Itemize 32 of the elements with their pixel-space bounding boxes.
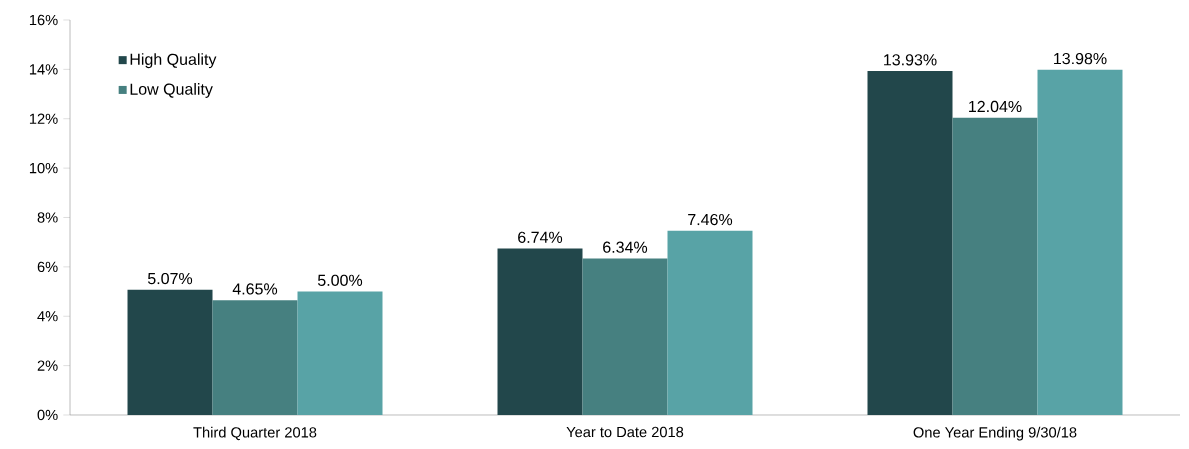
bar xyxy=(952,117,1038,415)
x-tick-label: Year to Date 2018 xyxy=(566,426,684,438)
data-label: 5.07% xyxy=(147,272,193,285)
data-label: 4.65% xyxy=(232,283,278,295)
bar xyxy=(212,300,298,415)
y-tick-label: 0% xyxy=(37,409,58,421)
y-tick-label: 14% xyxy=(29,64,58,75)
y-tick-label: 16% xyxy=(29,14,58,26)
y-tick-label: 6% xyxy=(37,261,58,273)
legend-label: Low Quality xyxy=(130,83,213,98)
data-label: 5.00% xyxy=(317,274,363,286)
bar xyxy=(667,230,753,415)
data-label: 12.04% xyxy=(969,100,1022,113)
y-tick-label: 8% xyxy=(37,212,58,223)
data-label: 13.98% xyxy=(1054,52,1107,65)
y-tick-label: 12% xyxy=(29,113,58,124)
data-label: 7.46% xyxy=(688,213,733,226)
bar xyxy=(127,289,213,415)
y-tick-label: 4% xyxy=(37,311,58,322)
data-label: 6.34% xyxy=(603,241,648,253)
bar xyxy=(497,248,583,415)
bar xyxy=(582,258,668,415)
legend-label: High Quality xyxy=(130,53,217,69)
bar xyxy=(1037,69,1123,415)
data-label: 13.93% xyxy=(884,54,937,66)
x-tick-label: Third Quarter 2018 xyxy=(193,426,317,441)
bar xyxy=(297,291,383,415)
data-label: 6.74% xyxy=(518,231,563,243)
bar xyxy=(867,71,953,415)
y-tick-label: 2% xyxy=(37,360,58,371)
x-tick-label: One Year Ending 9/30/18 xyxy=(913,426,1077,441)
y-tick-label: 10% xyxy=(29,162,58,174)
